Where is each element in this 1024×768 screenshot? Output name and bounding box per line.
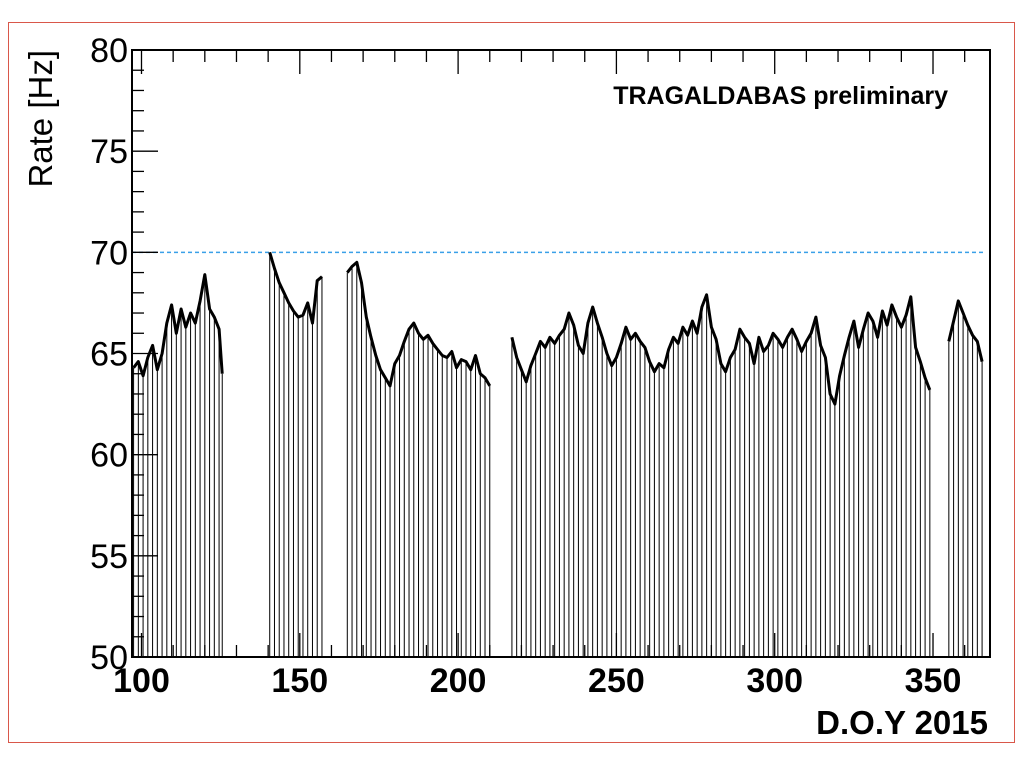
series-line xyxy=(132,251,984,406)
x-tick-label: 200 xyxy=(430,662,487,700)
y-tick-label: 50 xyxy=(90,639,128,677)
x-tick-label: 150 xyxy=(271,662,328,700)
preliminary-annotation: TRAGALDABAS preliminary xyxy=(613,82,948,110)
y-axis-label: Rate [Hz] xyxy=(22,50,59,188)
chart-frame xyxy=(8,22,1015,743)
x-tick-label: 300 xyxy=(746,662,803,700)
x-tick-label: 100 xyxy=(113,662,170,700)
y-tick-label: 80 xyxy=(90,32,128,70)
y-tick-label: 75 xyxy=(90,133,128,171)
y-tick-label: 65 xyxy=(90,336,128,374)
y-tick-label: 60 xyxy=(90,437,128,475)
x-axis-label: D.O.Y 2015 xyxy=(816,704,988,741)
y-tick-label: 70 xyxy=(90,234,128,272)
y-tick-label: 55 xyxy=(90,538,128,576)
x-tick-label: 250 xyxy=(588,662,645,700)
x-tick-label: 350 xyxy=(905,662,962,700)
plot-area-frame xyxy=(131,49,991,658)
